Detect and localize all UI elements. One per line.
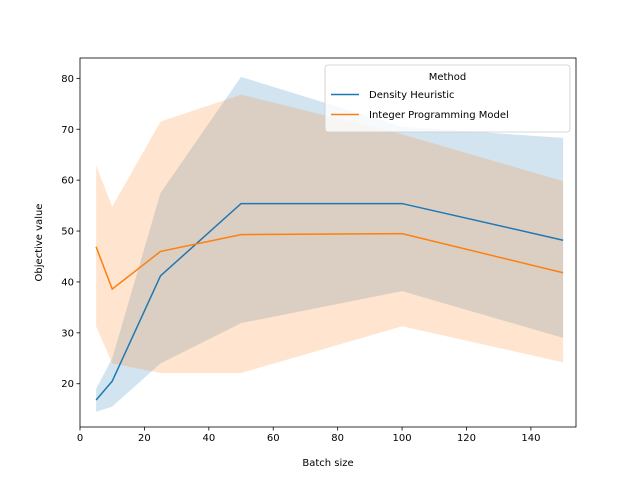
y-axis-label: Objective value [34,204,45,282]
y-tick-label: 30 [61,328,74,339]
x-tick-label: 0 [77,433,83,444]
legend-box [324,64,571,133]
x-tick-label: 60 [267,433,280,444]
x-tick-label: 80 [331,433,344,444]
series-line-1 [95,232,564,291]
y-tick-label: 60 [61,176,74,187]
y-tick-label: 40 [61,277,74,288]
legend-label-0: Density Heuristic [369,90,455,101]
legend: Method Density Heuristic Integer Programm… [324,64,571,133]
confidence-band-0 [96,76,564,412]
y-tick-label: 70 [61,125,74,136]
legend-label-1: Integer Programming Model [369,110,509,121]
x-axis-label: Batch size [302,458,353,469]
y-axis-ticks: 20 30 40 50 60 70 80 [61,74,80,390]
y-tick-label: 20 [61,379,74,390]
legend-title: Method [429,72,467,83]
y-tick-label: 50 [61,227,74,238]
x-tick-label: 100 [393,433,412,444]
x-tick-label: 40 [202,433,215,444]
series-lines [95,202,564,401]
plot-frame [79,57,577,428]
y-tick-label: 80 [61,74,74,85]
x-tick-label: 140 [521,433,540,444]
series-line-0 [95,202,564,401]
x-axis-ticks: 0 20 40 60 80 100 120 140 [77,427,540,444]
x-tick-label: 120 [457,433,476,444]
x-tick-label: 20 [138,433,151,444]
